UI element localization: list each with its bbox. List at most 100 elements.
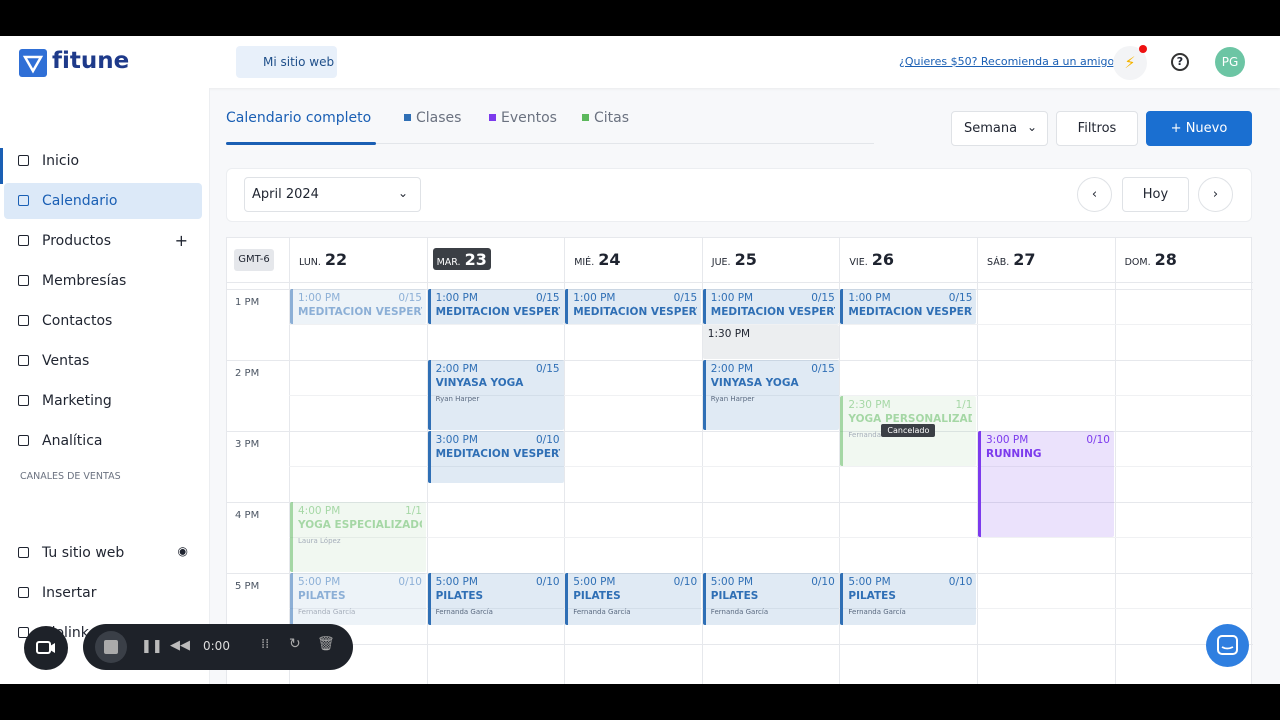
- event[interactable]: 5:00 PM 0/10 PILATES Fernanda García: [427, 573, 564, 626]
- camera-button[interactable]: [24, 626, 68, 670]
- nav-label: Calendario: [42, 193, 118, 209]
- day-number: 22: [324, 250, 348, 269]
- stop-button[interactable]: [95, 631, 127, 663]
- help-button[interactable]: ?: [1171, 53, 1189, 71]
- event[interactable]: 1:00 PM 0/15 MEDITACIÓN VESPERTINA: [565, 289, 702, 324]
- day-number: 23: [464, 250, 487, 269]
- next-button[interactable]: ›: [1198, 177, 1233, 212]
- pause-button[interactable]: ❚❚: [141, 639, 163, 654]
- nav-label: Analítica: [42, 433, 103, 449]
- day-column-line: [289, 238, 290, 684]
- event[interactable]: 5:00 PM 0/10 PILATES Fernanda García: [290, 573, 426, 626]
- avatar[interactable]: PG: [1215, 47, 1245, 77]
- nav-label: Membresías: [42, 273, 127, 289]
- weekday: MAR.: [436, 257, 461, 268]
- event-title: YOGA PERSONALIZADO: [848, 412, 973, 425]
- event[interactable]: 1:00 PM 0/15 MEDITACIÓN VESPERTINA: [702, 289, 839, 324]
- channel-item[interactable]: Configuración: [4, 676, 202, 684]
- delete-button[interactable]: 🗑: [317, 636, 335, 652]
- event[interactable]: 5:00 PM 0/10 PILATES Fernanda García: [565, 573, 702, 626]
- recorder-time: 0:00: [203, 639, 230, 653]
- filters-button[interactable]: Filtros: [1056, 111, 1138, 146]
- add-icon[interactable]: +: [174, 231, 188, 250]
- event[interactable]: 2:00 PM 0/15 VINYASA YOGA Ryan Harper: [702, 360, 839, 430]
- event[interactable]: 1:00 PM 0/15 MEDITACIÓN VESPERTINA: [290, 289, 426, 324]
- new-button[interactable]: + Nuevo: [1146, 111, 1252, 146]
- tab-label: Clases: [416, 110, 462, 126]
- day-header: VIE. 26: [845, 248, 898, 270]
- day-header: MIÉ. 24: [570, 248, 624, 270]
- event[interactable]: 1:00 PM 0/15 MEDITACIÓN VESPERTINA: [840, 289, 977, 324]
- nav-item[interactable]: Productos +: [4, 223, 202, 259]
- weekday: LUN.: [299, 257, 321, 268]
- nav-item[interactable]: Inicio: [4, 143, 202, 179]
- app: fitune Mi sitio web ¿Quieres $50? Recomi…: [0, 36, 1280, 684]
- nav-icon: [18, 587, 29, 598]
- tab[interactable]: Calendario completo: [226, 110, 371, 126]
- nav-icon: [18, 547, 29, 558]
- weekday: MIÉ.: [574, 257, 595, 268]
- day-number: 26: [871, 250, 894, 269]
- event-header: 3:00 PM 0/10: [436, 434, 560, 446]
- nav-item[interactable]: Membresías: [4, 263, 202, 299]
- day-column-line: [839, 238, 841, 684]
- tab[interactable]: Eventos: [489, 110, 557, 126]
- nav-label: Inicio: [42, 153, 80, 169]
- event[interactable]: 3:00 PM 0/10 MEDITACIÓN VESPERTINA: [427, 431, 564, 484]
- half-hour-line: [289, 395, 1253, 396]
- event-capacity: 0/15: [948, 292, 973, 304]
- event[interactable]: 2:00 PM 0/15 VINYASA YOGA Ryan Harper: [427, 360, 564, 430]
- view-select[interactable]: Semana ⌄: [951, 111, 1048, 146]
- channel-item[interactable]: Insertar: [4, 575, 202, 611]
- tab[interactable]: Citas: [582, 110, 629, 126]
- event-capacity: 1/1: [955, 398, 973, 411]
- day-column-line: [426, 238, 428, 684]
- event[interactable]: 5:00 PM 0/10 PILATES Fernanda García: [702, 573, 839, 626]
- channel-item[interactable]: Tu sitio web ◉: [4, 535, 202, 571]
- restart-button[interactable]: ↻: [289, 636, 301, 652]
- weekday: JUE.: [711, 257, 731, 268]
- event-capacity: 1/1: [405, 505, 422, 517]
- calendar: GMT-6 LUN. 22 MAR. 23 MIÉ. 24 JUE. 25 VIE. 26 SÁB. 2…: [226, 237, 1253, 684]
- nav-item[interactable]: Calendario: [4, 183, 202, 219]
- event-time: 1:00 PM: [710, 292, 754, 304]
- event[interactable]: 1:00 PM 0/15 MEDITACIÓN VESPERTINA: [427, 289, 564, 324]
- event-header: 5:00 PM 0/10: [711, 576, 835, 588]
- nav-item[interactable]: Ventas: [4, 343, 202, 379]
- chat-button[interactable]: [1206, 624, 1249, 667]
- half-hour-line: [289, 466, 1253, 467]
- nav-item[interactable]: Contactos: [4, 303, 202, 339]
- sidebar: Inicio Calendario Productos + Membresías Cont…: [0, 88, 210, 684]
- event-time: 1:00 PM: [435, 292, 478, 304]
- hour-line: [227, 644, 1253, 645]
- nav-item[interactable]: Marketing: [4, 383, 202, 419]
- tab[interactable]: Clases: [404, 110, 461, 126]
- event[interactable]: 5:00 PM 0/10 PILATES Fernanda García: [840, 573, 977, 626]
- month-select[interactable]: April 2024 ⌄: [244, 177, 421, 212]
- event-title: PILATES: [710, 590, 759, 602]
- event[interactable]: 3:00 PM 0/10 RUNNING: [978, 431, 1114, 537]
- event-instructor: Laura López: [298, 537, 341, 545]
- status-tooltip: Cancelado: [881, 423, 936, 437]
- nav-icon: [18, 315, 29, 326]
- prev-button[interactable]: ‹: [1077, 177, 1112, 212]
- event-capacity: 0/10: [811, 576, 835, 588]
- hour-line: [227, 502, 1253, 503]
- event-header: 1:00 PM 0/15: [298, 292, 422, 304]
- event-time: 2:00 PM: [710, 363, 754, 375]
- nav-icon: [18, 355, 29, 366]
- today-button[interactable]: Hoy: [1122, 177, 1189, 212]
- event-capacity: 0/10: [536, 434, 560, 446]
- site-button[interactable]: Mi sitio web: [236, 46, 337, 78]
- grid-button[interactable]: ⁞⁞: [261, 637, 270, 652]
- referral-link[interactable]: ¿Quieres $50? Recomienda a un amigo: [899, 55, 1115, 68]
- rewind-button[interactable]: ◀◀: [170, 638, 190, 653]
- event[interactable]: 4:00 PM 1/1 YOGA ESPECIALIZADO Laura López: [290, 502, 426, 572]
- visibility-icon[interactable]: ◉: [177, 544, 188, 558]
- event[interactable]: 1:30 PM: [702, 324, 839, 359]
- day-column-line: [977, 238, 978, 684]
- nav-item[interactable]: Analítica: [4, 423, 202, 459]
- nav-label: Marketing: [42, 393, 112, 409]
